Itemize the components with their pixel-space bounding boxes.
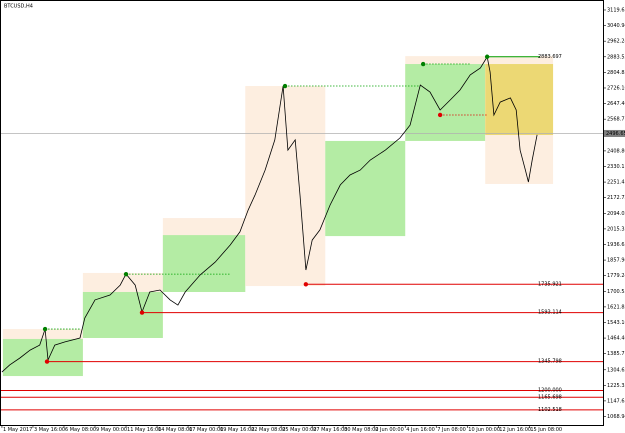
y-tick-label: 1304.629 — [607, 367, 625, 373]
level-label: 1102.518 — [538, 407, 562, 413]
x-tick-label: 7 Jun 08:00 — [437, 427, 466, 433]
x-tick-label: 9 May 00:00 — [96, 427, 127, 433]
price-line — [1, 55, 538, 373]
level-label: 1735.921 — [538, 281, 562, 287]
y-tick-label: 1068.943 — [607, 414, 625, 420]
y-tick-label: 1700.551 — [607, 289, 625, 295]
y-tick-label: 1464.466 — [607, 336, 625, 342]
zone — [405, 64, 486, 141]
pivot — [437, 112, 443, 118]
x-tick-label: 2 Jun 00:00 — [375, 427, 404, 433]
level-label: 2883.697 — [538, 54, 562, 60]
pivot — [42, 326, 48, 332]
x-tick-label: 1 May 2017 — [3, 427, 32, 433]
zone — [2, 338, 83, 377]
x-tick-label: 17 May 00:00 — [189, 427, 223, 433]
zone — [162, 235, 246, 292]
pivot — [303, 282, 309, 287]
x-tick-label: 27 May 16:00 — [313, 427, 347, 433]
level-label: 1200.000 — [538, 388, 562, 394]
y-tick-label: 1621.856 — [607, 304, 625, 310]
y-tick-label: 1543.161 — [607, 320, 625, 326]
x-tick-label: 14 May 08:00 — [158, 427, 192, 433]
x-tick-label: 11 May 16:00 — [127, 427, 161, 433]
pivot — [420, 61, 426, 67]
y-tick-label: 1779.246 — [607, 273, 625, 279]
x-tick-label: 30 May 08:00 — [344, 427, 378, 433]
y-tick-label: 2804.856 — [607, 70, 625, 76]
y-tick-label: 1147.638 — [607, 398, 625, 404]
pivot — [484, 54, 490, 59]
pivot — [123, 271, 129, 277]
y-tick-label: 2962.245 — [607, 39, 625, 45]
level-label: 1345.798 — [538, 359, 562, 365]
y-tick-label: 2094.025 — [607, 211, 625, 217]
y-tick-label: 2647.466 — [607, 101, 625, 107]
current-price-label: 2496.651 — [606, 131, 625, 137]
y-tick-label: 2015.330 — [607, 226, 625, 232]
y-tick-label: 3119.635 — [607, 7, 625, 13]
x-tick-label: 12 Jun 16:00 — [499, 427, 531, 433]
x-tick-label: 10 Jun 00:00 — [468, 427, 500, 433]
y-tick-label: 2172.720 — [607, 195, 625, 201]
x-tick-label: 3 May 16:00 — [34, 427, 65, 433]
pivot — [44, 359, 50, 364]
level-label: 1165.698 — [538, 394, 562, 400]
chart-title: BTCUSD,H4 — [4, 4, 33, 10]
x-tick-label: 25 May 00:00 — [282, 427, 316, 433]
y-tick-label: 2251.415 — [607, 180, 625, 186]
y-tick-label: 3040.940 — [607, 23, 625, 29]
pivot — [139, 310, 145, 315]
y-tick-label: 2408.805 — [607, 148, 625, 154]
y-tick-label: 1225.335 — [607, 383, 625, 389]
x-tick-label: 15 Jun 08:00 — [530, 427, 562, 433]
y-tick-label: 2883.551 — [607, 54, 625, 60]
x-tick-label: 22 May 08:00 — [251, 427, 285, 433]
zone — [82, 291, 163, 338]
y-tick-label: 2568.771 — [607, 117, 625, 123]
x-tick-label: 4 Jun 16:00 — [406, 427, 435, 433]
x-tick-label: 6 May 08:00 — [65, 427, 96, 433]
y-tick-label: 1857.941 — [607, 258, 625, 264]
y-tick-label: 1936.636 — [607, 242, 625, 248]
zone — [325, 140, 406, 237]
y-tick-label: 2330.110 — [607, 164, 625, 170]
x-tick-label: 19 May 16:00 — [220, 427, 254, 433]
current-price-box — [604, 129, 625, 137]
y-tick-label: 2726.161 — [607, 85, 625, 91]
plot-layer: 2883.697 1735.921 1593.114 1345.798 1200.000… — [0, 54, 603, 413]
zone — [485, 64, 554, 135]
y-tick-label: 1385.772 — [607, 351, 625, 357]
pivot — [282, 83, 288, 89]
level-label: 1593.114 — [538, 310, 562, 316]
